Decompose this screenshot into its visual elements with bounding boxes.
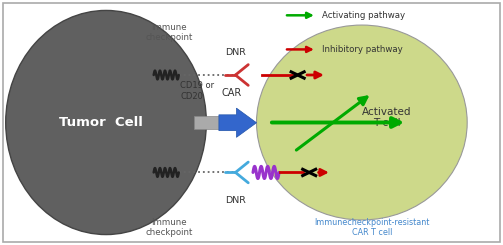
Ellipse shape — [257, 25, 467, 220]
Text: DNR: DNR — [225, 196, 246, 205]
Bar — [194, 116, 221, 129]
Text: CAR: CAR — [221, 88, 241, 98]
Text: DNR: DNR — [225, 48, 246, 57]
Text: Activated
T cell: Activated T cell — [362, 107, 411, 128]
FancyBboxPatch shape — [3, 3, 500, 242]
Text: Immune
checkpoint: Immune checkpoint — [145, 218, 193, 237]
Text: Immunecheckpoint-resistant
CAR T cell: Immunecheckpoint-resistant CAR T cell — [314, 218, 430, 237]
Text: Inhibitory pathway: Inhibitory pathway — [322, 45, 402, 54]
Text: Tumor  Cell: Tumor Cell — [59, 116, 143, 129]
Text: Immune
checkpoint: Immune checkpoint — [145, 23, 193, 42]
FancyArrow shape — [219, 108, 257, 137]
Text: CD19 or
CD20: CD19 or CD20 — [180, 81, 214, 101]
Ellipse shape — [6, 11, 206, 234]
Text: Activating pathway: Activating pathway — [322, 11, 405, 20]
